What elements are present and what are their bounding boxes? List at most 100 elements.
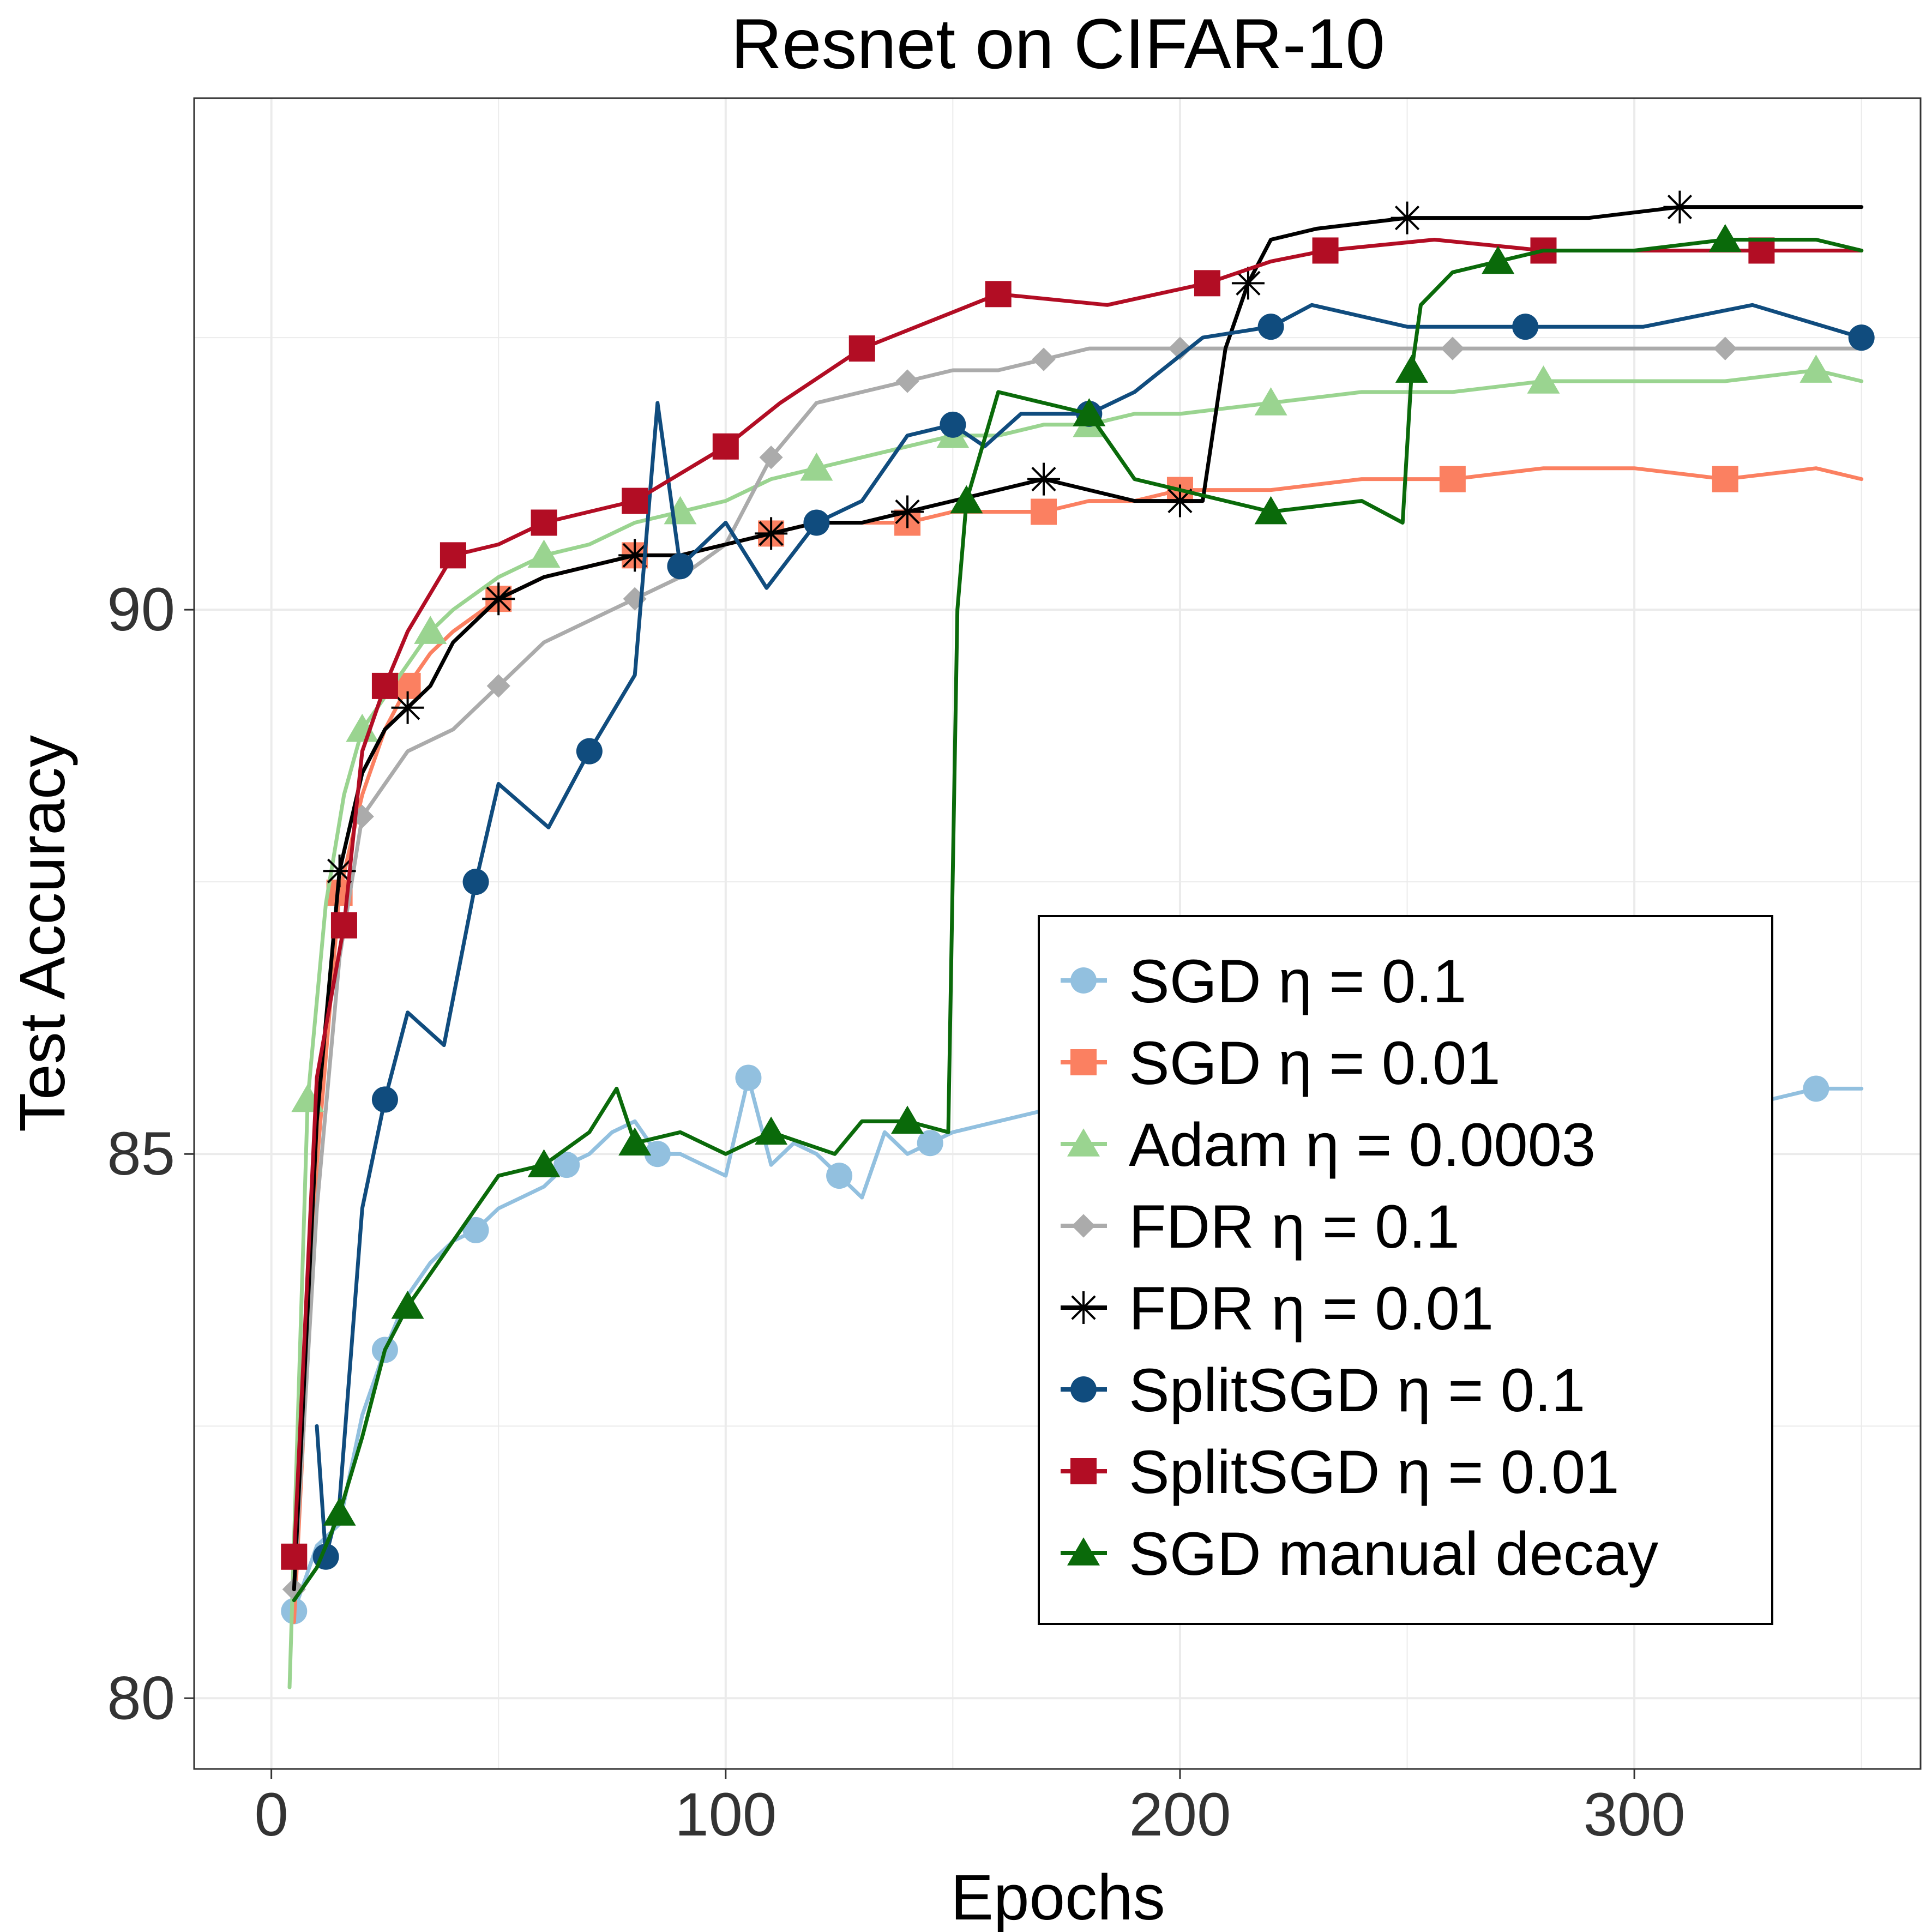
data-point bbox=[735, 1064, 762, 1091]
data-point bbox=[1395, 354, 1428, 383]
legend: SGD η = 0.1 SGD η = 0.01 Adam η = 0.0003 FD… bbox=[1038, 915, 1773, 1625]
data-point bbox=[1708, 224, 1742, 252]
legend-item: SGD manual decay bbox=[1061, 1520, 1658, 1588]
data-point bbox=[1312, 237, 1339, 264]
data-point bbox=[553, 1152, 580, 1178]
data-point bbox=[1799, 354, 1833, 383]
series-line bbox=[292, 238, 1864, 1603]
x-tick-label: 200 bbox=[1129, 1780, 1231, 1849]
legend-swatch-marker bbox=[1070, 1049, 1097, 1075]
data-point bbox=[576, 738, 603, 765]
data-point bbox=[482, 582, 515, 616]
legend-swatch-marker bbox=[1067, 1291, 1100, 1324]
legend-item: SGD η = 0.01 bbox=[1061, 1029, 1501, 1097]
data-point bbox=[1663, 190, 1696, 224]
plot-series bbox=[281, 190, 1875, 1689]
data-point bbox=[891, 495, 924, 528]
legend-item: SplitSGD η = 0.01 bbox=[1061, 1438, 1620, 1506]
data-point bbox=[414, 616, 447, 644]
legend-label: FDR η = 0.01 bbox=[1129, 1274, 1494, 1343]
data-point bbox=[803, 509, 830, 536]
data-point bbox=[527, 1149, 561, 1177]
data-point bbox=[1512, 314, 1539, 340]
data-point bbox=[531, 509, 557, 536]
series-group bbox=[292, 190, 1864, 1592]
data-point bbox=[826, 1163, 853, 1189]
data-point bbox=[848, 335, 875, 362]
legend-item: FDR η = 0.1 bbox=[1061, 1193, 1460, 1261]
data-point bbox=[371, 1086, 398, 1113]
data-point bbox=[950, 485, 983, 514]
y-tick-label: 85 bbox=[107, 1120, 175, 1188]
legend-swatch-marker bbox=[1070, 1376, 1097, 1403]
x-tick-label: 100 bbox=[675, 1780, 777, 1849]
data-point bbox=[462, 1217, 489, 1243]
legend-label: SGD η = 0.01 bbox=[1129, 1029, 1501, 1097]
x-tick-label: 0 bbox=[254, 1780, 288, 1849]
data-point bbox=[323, 1497, 356, 1526]
data-point bbox=[1257, 314, 1284, 340]
data-point bbox=[440, 542, 466, 569]
data-point bbox=[1713, 336, 1737, 360]
legend-item: FDR η = 0.01 bbox=[1061, 1274, 1494, 1343]
y-axis-ticks: 80 85 90 bbox=[107, 575, 194, 1732]
legend-label: SGD manual decay bbox=[1129, 1520, 1658, 1588]
data-point bbox=[1254, 496, 1287, 525]
data-point bbox=[1439, 466, 1466, 492]
legend-item: SGD η = 0.1 bbox=[1061, 947, 1466, 1015]
legend-label: FDR η = 0.1 bbox=[1129, 1193, 1460, 1261]
series-line bbox=[292, 346, 1864, 1592]
data-point bbox=[1803, 1075, 1829, 1102]
data-point bbox=[895, 369, 919, 393]
chart-title: Resnet on CIFAR-10 bbox=[731, 4, 1385, 83]
legend-swatch-marker bbox=[1067, 1537, 1100, 1566]
data-point bbox=[755, 1116, 788, 1145]
x-tick-label: 300 bbox=[1584, 1780, 1686, 1849]
data-point bbox=[940, 411, 966, 438]
legend-item: SplitSGD η = 0.1 bbox=[1061, 1356, 1585, 1424]
y-tick-label: 90 bbox=[107, 575, 175, 643]
data-point bbox=[330, 912, 357, 939]
series-group bbox=[281, 237, 1864, 1570]
data-point bbox=[712, 433, 739, 460]
x-axis-title: Epochs bbox=[950, 1862, 1165, 1932]
legend-label: SplitSGD η = 0.01 bbox=[1129, 1438, 1620, 1506]
x-axis-ticks: 0 100 200 300 bbox=[254, 1769, 1686, 1849]
data-point bbox=[462, 869, 489, 895]
legend-label: SGD η = 0.1 bbox=[1129, 947, 1466, 1015]
legend-items: SGD η = 0.1 SGD η = 0.01 Adam η = 0.0003 FD… bbox=[1061, 947, 1658, 1588]
data-point bbox=[1748, 237, 1775, 264]
legend-item: Adam η = 0.0003 bbox=[1061, 1111, 1596, 1179]
data-point bbox=[917, 1130, 943, 1157]
series-group bbox=[292, 224, 1864, 1603]
data-point bbox=[1391, 201, 1424, 234]
data-point bbox=[281, 1543, 308, 1570]
data-point bbox=[1032, 347, 1056, 371]
data-point bbox=[391, 691, 424, 724]
legend-label: Adam η = 0.0003 bbox=[1129, 1111, 1596, 1179]
data-point bbox=[346, 713, 379, 742]
y-tick-label: 80 bbox=[107, 1664, 175, 1732]
data-point bbox=[644, 1141, 671, 1167]
data-point bbox=[527, 539, 561, 568]
data-point bbox=[1031, 498, 1057, 525]
data-point bbox=[622, 487, 648, 514]
series-group bbox=[312, 303, 1875, 1570]
data-point bbox=[985, 281, 1012, 308]
data-point bbox=[1527, 365, 1560, 394]
data-point bbox=[1254, 387, 1287, 416]
y-axis-title: Test Accuracy bbox=[7, 735, 79, 1132]
data-point bbox=[1482, 245, 1515, 274]
data-point bbox=[1194, 270, 1220, 297]
data-point bbox=[486, 674, 510, 698]
data-point bbox=[1231, 267, 1265, 300]
data-point bbox=[1712, 466, 1738, 492]
data-point bbox=[667, 553, 694, 580]
data-point bbox=[371, 672, 398, 699]
data-point bbox=[759, 446, 783, 470]
data-point bbox=[755, 517, 788, 550]
data-point bbox=[391, 1290, 424, 1319]
data-point bbox=[891, 1105, 924, 1134]
data-point bbox=[1848, 324, 1875, 351]
